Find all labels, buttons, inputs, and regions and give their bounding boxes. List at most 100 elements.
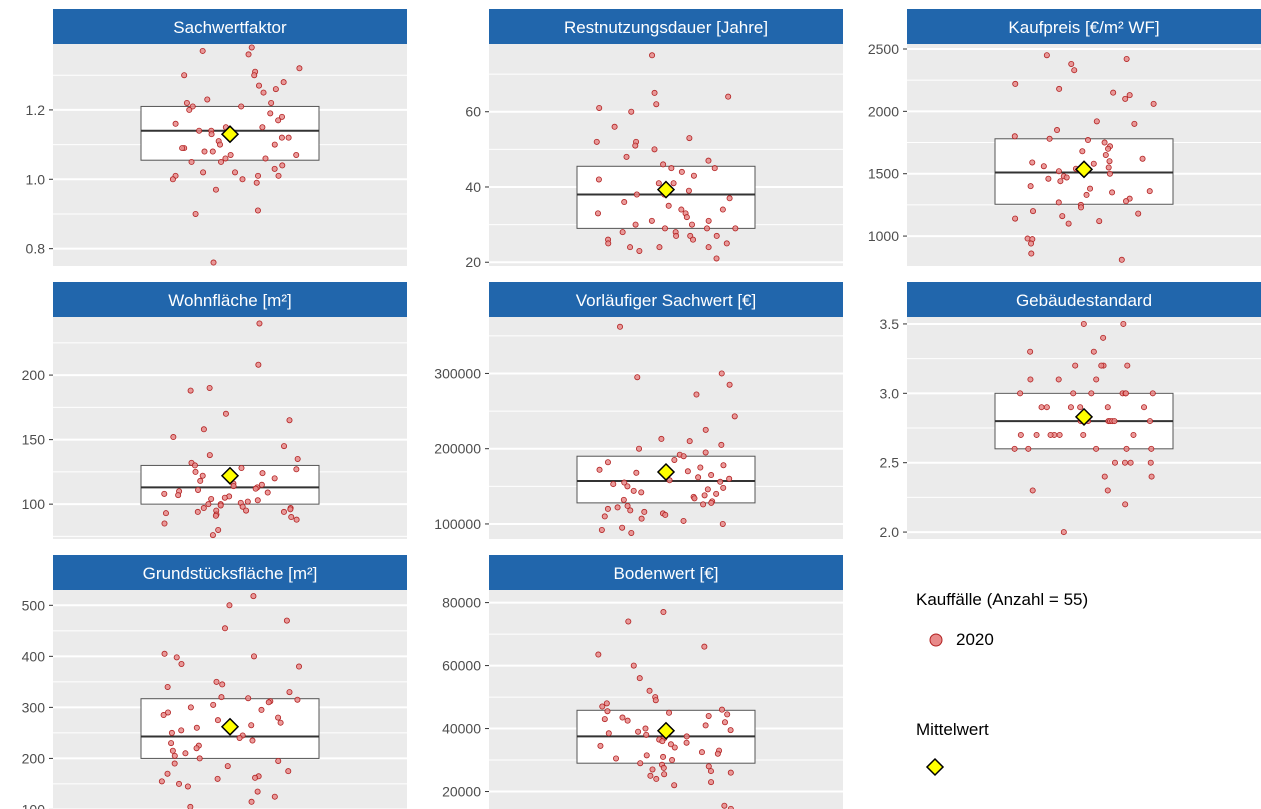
y-tick-label: 60 (465, 104, 481, 120)
mean-marker (220, 466, 240, 485)
data-point (601, 716, 608, 723)
data-point (1012, 80, 1019, 87)
data-point (169, 747, 176, 754)
data-point (1106, 170, 1113, 177)
data-point (713, 255, 720, 262)
facet-strip (53, 9, 407, 44)
data-point (194, 508, 201, 515)
data-point (213, 678, 220, 685)
data-point (700, 501, 707, 508)
data-point (296, 663, 303, 670)
data-point (603, 700, 610, 707)
data-point (1012, 215, 1019, 222)
data-point (1024, 235, 1031, 242)
facet-strip (489, 9, 843, 44)
data-point (632, 142, 639, 149)
data-point (671, 744, 678, 751)
data-point (186, 106, 193, 113)
y-tick-label: 40000 (442, 721, 481, 737)
mean-marker (220, 717, 240, 736)
data-point (702, 449, 709, 456)
data-point (1104, 487, 1111, 494)
data-point (693, 391, 700, 398)
data-point (1029, 487, 1036, 494)
data-point (1038, 404, 1045, 411)
data-point (244, 498, 251, 505)
data-point (245, 51, 252, 58)
data-point (671, 456, 678, 463)
data-point (238, 103, 245, 110)
data-point (691, 495, 698, 502)
data-point (293, 466, 300, 473)
data-point (1011, 445, 1018, 452)
data-point (294, 696, 301, 703)
data-point (1150, 100, 1157, 107)
data-point (1027, 183, 1034, 190)
data-point (212, 186, 219, 193)
y-tick-label: 150 (22, 432, 46, 448)
data-point (714, 750, 721, 757)
data-point (669, 757, 676, 764)
data-point (711, 165, 718, 172)
data-point (1056, 85, 1063, 92)
data-point (726, 475, 733, 482)
data-point (254, 207, 261, 214)
data-point (661, 225, 668, 232)
data-point (643, 731, 650, 738)
data-point (1070, 390, 1077, 397)
facet-strip (489, 555, 843, 590)
y-tick-label: 500 (22, 597, 46, 613)
data-point (637, 760, 644, 767)
data-point (217, 141, 224, 148)
y-tick-label: 3.0 (880, 385, 900, 401)
data-point (285, 768, 292, 775)
data-point (165, 709, 172, 716)
data-point (293, 151, 300, 158)
y-tick-label: 80000 (442, 595, 481, 611)
data-point (727, 769, 734, 776)
data-point (280, 508, 287, 515)
data-point (708, 472, 715, 479)
data-point (161, 650, 168, 657)
data-point (200, 426, 207, 433)
data-point (1047, 431, 1054, 438)
data-point (227, 151, 234, 158)
data-point (670, 180, 677, 187)
panel-background (489, 44, 843, 266)
data-point (1093, 445, 1100, 452)
data-point (1135, 210, 1142, 217)
data-point (708, 499, 715, 506)
legend-mean-symbol (925, 757, 945, 777)
data-point (604, 459, 611, 466)
y-tick-label: 40 (465, 179, 481, 195)
data-point (646, 687, 653, 694)
data-point (236, 735, 243, 742)
data-point (189, 103, 196, 110)
data-point (1146, 418, 1153, 425)
data-point (708, 779, 715, 786)
data-point (199, 472, 206, 479)
panel-background (489, 317, 843, 539)
y-tick-label: 2.5 (880, 455, 900, 471)
data-point (245, 695, 252, 702)
data-point (206, 384, 213, 391)
data-point (624, 502, 631, 509)
data-point (695, 474, 702, 481)
data-point (206, 452, 213, 459)
data-point (619, 714, 626, 721)
facet-strip (53, 282, 407, 317)
data-point (656, 244, 663, 251)
data-point (158, 778, 165, 785)
facet-title: Kaufpreis [€/m² WF] (1008, 18, 1159, 37)
legend-points-title: Kauffälle (Anzahl = 55) (916, 590, 1089, 609)
data-point (256, 320, 263, 327)
data-point (643, 752, 650, 759)
data-point (239, 503, 246, 510)
data-point (686, 135, 693, 142)
data-point (1123, 445, 1130, 452)
data-point (653, 101, 660, 108)
data-point (209, 148, 216, 155)
data-point (1067, 404, 1074, 411)
data-point (1118, 256, 1125, 263)
data-point (601, 513, 608, 520)
